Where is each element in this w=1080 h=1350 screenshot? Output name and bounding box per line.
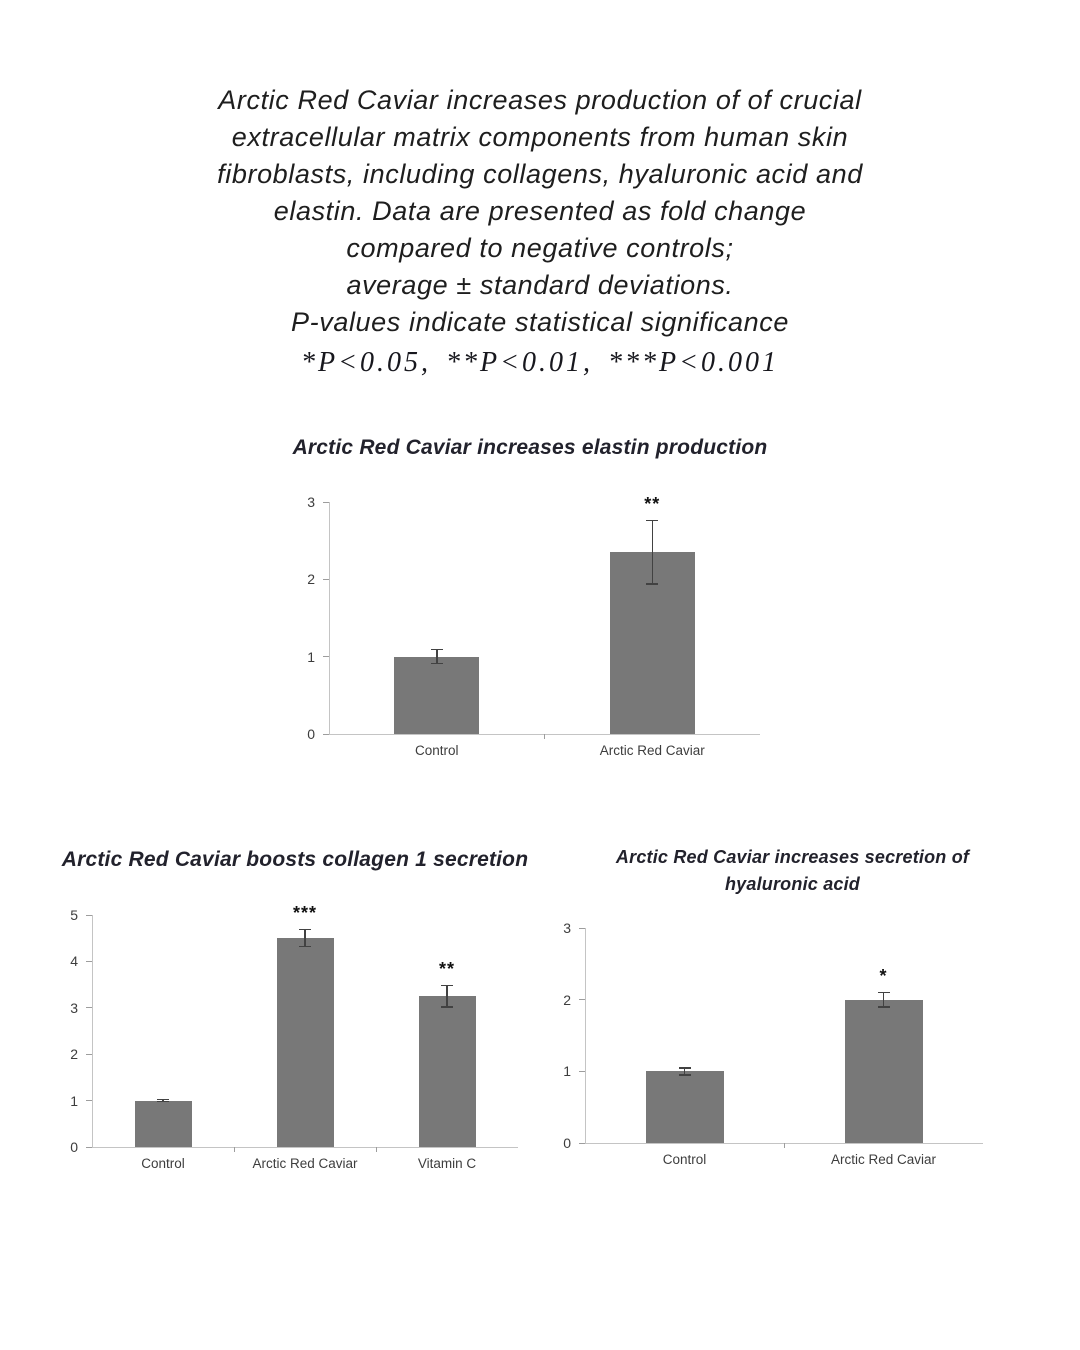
y-tick-label: 3 — [307, 494, 315, 510]
chart-title-collagen1: Arctic Red Caviar boosts collagen 1 secr… — [60, 848, 530, 872]
error-bar-cap-top — [441, 984, 453, 987]
significance-stars: ** — [438, 958, 455, 979]
y-tick-label: 5 — [70, 907, 78, 923]
y-tick-label: 4 — [70, 953, 78, 970]
y-axis-tick — [579, 927, 585, 929]
y-axis-tick — [579, 1070, 585, 1072]
error-bar — [882, 991, 885, 1008]
chart-collagen1-secretion: Arctic Red Caviar boosts collagen 1 secr… — [60, 845, 530, 1185]
bar-vitamin-c — [418, 996, 476, 1147]
error-bar — [446, 984, 448, 1008]
y-tick-label: 0 — [307, 726, 315, 742]
error-bar-cap-top — [877, 991, 890, 994]
error-bar-cap-bottom — [430, 662, 443, 665]
significance-stars: ** — [644, 493, 661, 514]
y-axis-tick — [323, 656, 329, 658]
caption-line-4: elastin. Data are presented as fold chan… — [273, 196, 807, 226]
error-bar — [651, 519, 653, 585]
error-bar-cap-top — [678, 1067, 691, 1069]
error-bar-cap-top — [299, 928, 311, 931]
bar-control — [394, 656, 480, 734]
figure-caption: Arctic Red Caviar increases production o… — [100, 82, 980, 383]
chart-title-line: Arctic Red Caviar increases elastin prod… — [292, 436, 768, 459]
error-bar-cap-bottom — [299, 945, 311, 948]
significance-stars: * — [879, 965, 888, 986]
x-axis-line — [92, 1147, 518, 1148]
bar-control — [134, 1100, 192, 1147]
x-axis-tick — [783, 1143, 785, 1148]
caption-line-5: compared to negative controls; — [346, 233, 734, 263]
y-axis-tick — [86, 1100, 92, 1102]
bar-arctic-red-caviar — [844, 999, 923, 1143]
chart-title-line: hyaluronic acid — [724, 874, 861, 894]
error-bar — [162, 1098, 164, 1103]
bar-arctic-red-caviar — [276, 938, 334, 1147]
caption-line-3: fibroblasts, including collagens, hyalur… — [217, 159, 863, 189]
x-category-label: Control — [141, 1156, 185, 1171]
caption-line-6: average ± standard deviations. — [346, 270, 734, 300]
y-tick-label: 1 — [307, 648, 315, 665]
y-axis-tick — [86, 1053, 92, 1055]
y-tick-label: 1 — [70, 1092, 78, 1109]
y-tick-label: 1 — [563, 1063, 571, 1080]
y-axis-tick — [86, 960, 92, 962]
y-axis-tick — [323, 501, 329, 503]
chart-elastin-production: Arctic Red Caviar increases elastin prod… — [280, 436, 780, 786]
error-bar-cap-bottom — [678, 1074, 691, 1076]
y-axis-tick — [579, 1142, 585, 1144]
error-bar — [304, 928, 306, 948]
x-category-label: Control — [414, 743, 459, 758]
plot-area-elastin: 0 1 2 3 Control ** Arctic Red Caviar — [307, 494, 760, 758]
error-bar-cap-bottom — [877, 1006, 890, 1008]
chart-title-elastin: Arctic Red Caviar increases elastin prod… — [280, 436, 780, 460]
chart-hyaluronic-acid-secretion: Arctic Red Caviar increases secretion of… — [563, 840, 1015, 1185]
x-category-label: Arctic Red Caviar — [252, 1156, 358, 1171]
y-axis-tick — [86, 914, 92, 916]
error-bar-cap-top — [646, 519, 659, 522]
y-tick-label: 2 — [563, 991, 571, 1008]
y-tick-label: 3 — [70, 999, 78, 1016]
y-tick-label: 0 — [563, 1135, 571, 1151]
significance-stars: *** — [292, 902, 317, 923]
x-axis-tick — [233, 1147, 235, 1152]
y-axis-line — [585, 928, 586, 1143]
error-bar-cap-bottom — [646, 583, 659, 585]
caption-line-7: P-values indicate statistical significan… — [291, 307, 789, 337]
plot-area-collagen1: 0 1 2 3 4 5 Control *** Arctic Red Caviar ** Vitam… — [70, 904, 518, 1171]
x-axis-tick — [375, 1147, 377, 1152]
y-tick-label: 2 — [307, 571, 315, 588]
x-category-label: Arctic Red Caviar — [599, 743, 705, 758]
y-tick-label: 3 — [563, 920, 571, 936]
chart-title-line: Arctic Red Caviar boosts collagen 1 secr… — [61, 848, 529, 871]
y-tick-label: 0 — [70, 1139, 78, 1155]
y-axis-tick — [579, 999, 585, 1001]
error-bar-cap-bottom — [441, 1006, 453, 1008]
chart-title-line: Arctic Red Caviar increases secretion of — [615, 847, 970, 867]
error-bar-cap-top — [157, 1098, 169, 1101]
y-axis-tick — [323, 578, 329, 580]
x-category-label: Vitamin C — [417, 1156, 477, 1171]
caption-line-2: extracellular matrix components from hum… — [231, 122, 849, 152]
pvalue-significance-key: *P<0.05, **P<0.01, ***P<0.001 — [301, 347, 779, 378]
bar-control — [645, 1071, 724, 1143]
error-bar — [436, 648, 438, 665]
x-category-label: Arctic Red Caviar — [830, 1152, 937, 1167]
y-axis-tick — [86, 1007, 92, 1009]
x-axis-tick — [544, 734, 545, 739]
plot-area-hyaluronic: 0 1 2 3 Control * Arctic Red Caviar — [563, 920, 983, 1167]
error-bar-cap-bottom — [157, 1100, 169, 1103]
y-axis-tick — [323, 733, 329, 735]
x-category-label: Control — [662, 1152, 707, 1167]
chart-title-hyaluronic: Arctic Red Caviar increases secretion of… — [570, 844, 1015, 898]
error-bar — [683, 1067, 686, 1076]
caption-line-1: Arctic Red Caviar increases production o… — [218, 85, 862, 115]
y-axis-tick — [86, 1146, 92, 1148]
error-bar-cap-top — [430, 648, 443, 651]
y-axis-line — [92, 915, 93, 1147]
y-tick-label: 2 — [70, 1046, 78, 1063]
y-axis-line — [329, 502, 330, 734]
